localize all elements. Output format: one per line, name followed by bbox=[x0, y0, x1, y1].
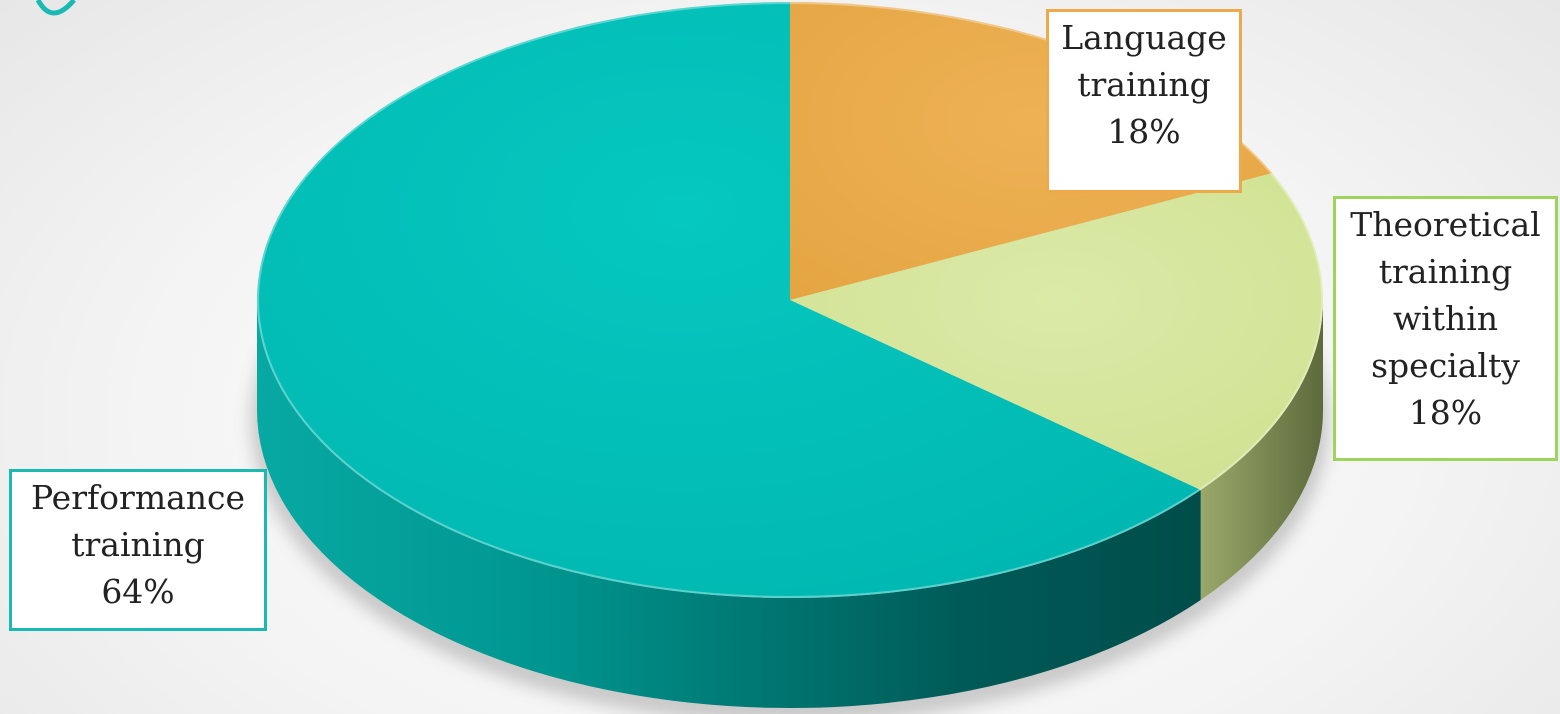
data-label-line: specialty bbox=[1371, 346, 1520, 385]
data-label-line: Performance bbox=[30, 478, 246, 517]
data-label-theoretical-training: Theoretical training within specialty 18… bbox=[1333, 196, 1558, 461]
data-label-line: training bbox=[1077, 65, 1211, 104]
data-label-line: training bbox=[71, 525, 205, 564]
data-label-line: within bbox=[1392, 299, 1499, 338]
data-label-performance-training: Performance training 64% bbox=[9, 469, 267, 631]
pie-slice-performance-training bbox=[256, 2, 1201, 598]
pie-wall-theoretical-training-within-specialty bbox=[1200, 300, 1323, 600]
data-label-value: 64% bbox=[101, 572, 175, 611]
pie-slice-language-training bbox=[790, 2, 1273, 300]
pie-side-walls bbox=[257, 300, 1323, 708]
pie-rim-highlight bbox=[257, 2, 1323, 598]
data-label-line: training bbox=[1378, 252, 1513, 291]
pie-slice-theoretical-training-within-specialty bbox=[790, 173, 1323, 490]
data-label-language-training: Language training 18% bbox=[1046, 9, 1242, 193]
data-label-value: 18% bbox=[1408, 393, 1483, 432]
data-label-line: Language bbox=[1061, 18, 1227, 57]
pie-top-faces bbox=[256, 2, 1323, 598]
data-label-line: Theoretical bbox=[1350, 205, 1541, 244]
data-label-value: 18% bbox=[1107, 112, 1181, 151]
pie-wall-performance-training bbox=[257, 300, 1201, 708]
